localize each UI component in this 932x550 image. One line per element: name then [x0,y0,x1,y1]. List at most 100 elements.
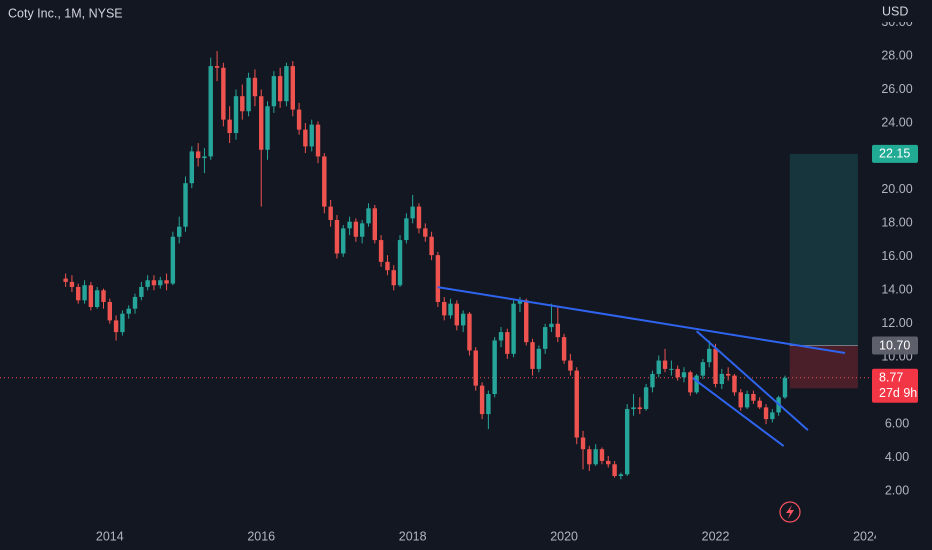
candle-body [113,320,119,333]
chart-title: Coty Inc., 1M, NYSE [8,6,123,20]
candle-body [240,96,245,112]
candle-body [473,350,478,386]
candle-body [296,109,302,130]
x-tick-label: 2018 [399,529,427,543]
candle-body [132,296,138,309]
candle-body [309,124,314,147]
candle-body [410,206,415,219]
candle-body [612,464,617,476]
plot-area [0,51,870,480]
candle-body [580,437,586,450]
candle-body [164,280,169,284]
candle-body [284,66,289,102]
candle-body [688,372,693,393]
candle-body [63,278,68,282]
candle-body [574,370,579,438]
candle-body [763,407,769,420]
candle-body [265,106,270,150]
candle-body [542,327,548,349]
candle-body [158,280,163,286]
candle-body [593,449,598,465]
y-tick-label: 26.00 [881,82,912,96]
candle-body [511,303,516,354]
countdown: 27d 9h [879,386,917,400]
candle-body [454,303,460,326]
candle-body [631,407,636,410]
currency: USD [882,4,908,18]
candle-body [353,221,359,237]
candle-body [435,255,441,302]
candle-body [151,280,157,286]
candle-body [618,474,624,476]
candle-body [707,348,712,363]
trendline [692,377,785,447]
candle-body [561,337,567,361]
candle-body [221,67,226,120]
candle-body [88,285,94,308]
candle-body [252,77,258,97]
candle-body [517,300,523,304]
candle-body [656,360,661,374]
candle-body [385,261,390,271]
price-label: 10.70 [879,338,910,352]
y-tick-label: 16.00 [881,249,912,263]
candle-body [378,240,384,262]
y-tick-label: 28.00 [881,48,912,62]
candle-body [650,373,655,388]
candle-body [372,208,378,241]
price-label-bg [872,368,918,403]
candle-body [120,313,125,333]
candle-body [76,286,81,301]
candle-body [359,223,365,237]
candle-body [681,372,687,378]
candle-body [277,76,283,102]
candle-body [227,119,232,134]
stop-zone [789,345,858,389]
candle-body [738,392,743,408]
price-label-bg [872,144,918,163]
candle-body [568,360,573,371]
candle-body [334,220,340,254]
candle-body [675,368,680,378]
candle-body [757,400,762,408]
candle-body [366,208,371,224]
candle-body [536,348,542,369]
candle-body [782,377,788,398]
trendline [437,286,846,355]
y-tick-label: 2.00 [885,483,909,497]
candle-body [101,290,106,302]
candle-body [195,151,201,159]
x-tick-label: 2020 [550,529,578,543]
candle-body [719,373,725,384]
candle-body [246,77,251,112]
candle-body [391,270,396,286]
candle-body [486,394,491,415]
candle-body [524,300,529,343]
target-zone [789,153,858,346]
candle-body [170,236,176,284]
candle-body [479,385,485,415]
x-tick-label: 2014 [96,529,124,543]
candle-body [662,360,668,369]
candle-body [442,301,447,316]
candle-body [732,375,737,393]
price-label-bg [872,336,918,355]
candle-body [107,301,112,321]
y-tick-label: 24.00 [881,115,912,129]
candle-body [624,409,630,475]
price-label: 8.77 [879,371,903,385]
candle-body [315,124,321,157]
candle-body [341,228,346,254]
alert-icon[interactable] [779,501,801,523]
trendline [695,330,809,431]
candle-body [770,412,775,420]
candle-body [587,449,592,465]
candle-body [189,151,194,184]
x-tick-label: 2022 [702,529,730,543]
candle-body [214,66,220,68]
candle-body [259,96,264,150]
x-tick-label: 2016 [247,529,275,543]
candle-body [69,281,75,287]
